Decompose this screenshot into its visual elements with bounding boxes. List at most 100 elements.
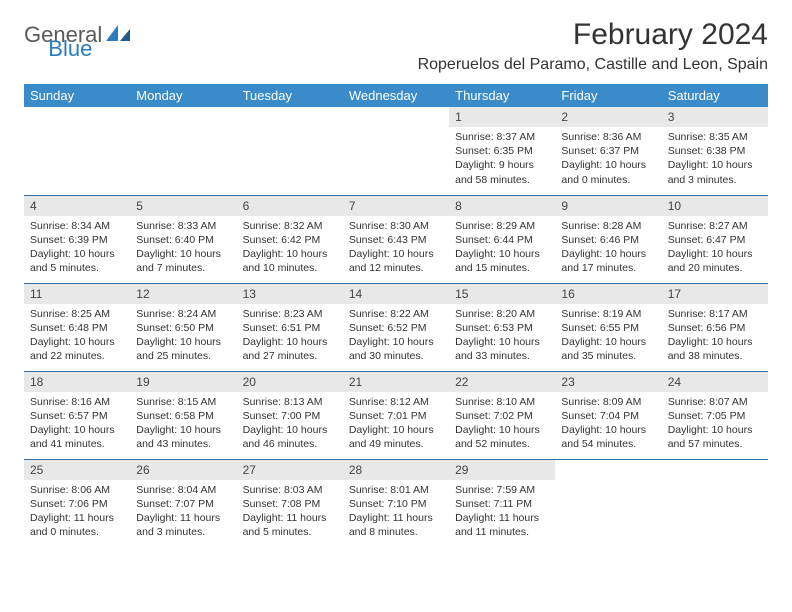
daylight-text: Daylight: 10 hours and 17 minutes. (561, 247, 655, 275)
daylight-text: Daylight: 10 hours and 46 minutes. (243, 423, 337, 451)
sunrise-text: Sunrise: 8:27 AM (668, 219, 762, 233)
sunset-text: Sunset: 7:02 PM (455, 409, 549, 423)
calendar-cell (662, 459, 768, 547)
daylight-text: Daylight: 10 hours and 7 minutes. (136, 247, 230, 275)
day-number: 27 (237, 460, 343, 480)
daylight-text: Daylight: 10 hours and 57 minutes. (668, 423, 762, 451)
sunset-text: Sunset: 6:46 PM (561, 233, 655, 247)
sunset-text: Sunset: 7:06 PM (30, 497, 124, 511)
calendar-cell: 9Sunrise: 8:28 AMSunset: 6:46 PMDaylight… (555, 195, 661, 283)
sunrise-text: Sunrise: 8:29 AM (455, 219, 549, 233)
calendar-cell: 14Sunrise: 8:22 AMSunset: 6:52 PMDayligh… (343, 283, 449, 371)
cell-body: Sunrise: 8:09 AMSunset: 7:04 PMDaylight:… (555, 392, 661, 458)
calendar-week: 18Sunrise: 8:16 AMSunset: 6:57 PMDayligh… (24, 371, 768, 459)
sunset-text: Sunset: 6:43 PM (349, 233, 443, 247)
sunset-text: Sunset: 6:40 PM (136, 233, 230, 247)
sunrise-text: Sunrise: 8:16 AM (30, 395, 124, 409)
day-number: 18 (24, 372, 130, 392)
day-number (130, 107, 236, 127)
calendar-cell: 24 Sunrise: 8:07 AMSunset: 7:05 PMDayligh… (662, 371, 768, 459)
sunrise-text: Sunrise: 8:22 AM (349, 307, 443, 321)
calendar-week: 4Sunrise: 8:34 AMSunset: 6:39 PMDaylight… (24, 195, 768, 283)
calendar-cell: 16Sunrise: 8:19 AMSunset: 6:55 PMDayligh… (555, 283, 661, 371)
sunset-text: Sunset: 6:47 PM (668, 233, 762, 247)
day-number: 19 (130, 372, 236, 392)
calendar-cell: 20Sunrise: 8:13 AMSunset: 7:00 PMDayligh… (237, 371, 343, 459)
sunrise-text: Sunrise: 8:33 AM (136, 219, 230, 233)
sunset-text: Sunset: 6:44 PM (455, 233, 549, 247)
header: General Blue February 2024 (24, 18, 768, 52)
cell-body: Sunrise: 8:22 AMSunset: 6:52 PMDaylight:… (343, 304, 449, 370)
daylight-text: Daylight: 10 hours and 10 minutes. (243, 247, 337, 275)
day-header: Thursday (449, 84, 555, 107)
day-header: Sunday (24, 84, 130, 107)
sunrise-text: Sunrise: 8:28 AM (561, 219, 655, 233)
calendar-cell: 25Sunrise: 8:06 AMSunset: 7:06 PMDayligh… (24, 459, 130, 547)
sunrise-text: Sunrise: 8:06 AM (30, 483, 124, 497)
cell-body: Sunrise: 8:16 AMSunset: 6:57 PMDaylight:… (24, 392, 130, 458)
sunset-text: Sunset: 6:50 PM (136, 321, 230, 335)
calendar-cell: 29Sunrise: 7:59 AMSunset: 7:11 PMDayligh… (449, 459, 555, 547)
day-number: 28 (343, 460, 449, 480)
cell-body: Sunrise: 8:33 AMSunset: 6:40 PMDaylight:… (130, 216, 236, 282)
cell-body: Sunrise: 8:30 AMSunset: 6:43 PMDaylight:… (343, 216, 449, 282)
calendar-cell (555, 459, 661, 547)
cell-body: Sunrise: 8:17 AMSunset: 6:56 PMDaylight:… (662, 304, 768, 370)
cell-body: Sunrise: 8:15 AMSunset: 6:58 PMDaylight:… (130, 392, 236, 458)
location-subtitle: Roperuelos del Paramo, Castille and Leon… (24, 56, 768, 74)
page-title: February 2024 (573, 18, 768, 52)
sunset-text: Sunset: 7:10 PM (349, 497, 443, 511)
daylight-text: Daylight: 10 hours and 20 minutes. (668, 247, 762, 275)
cell-body: Sunrise: 8:03 AMSunset: 7:08 PMDaylight:… (237, 480, 343, 546)
day-number: 3 (662, 107, 768, 127)
cell-body: Sunrise: 8:23 AMSunset: 6:51 PMDaylight:… (237, 304, 343, 370)
daylight-text: Daylight: 10 hours and 0 minutes. (561, 158, 655, 186)
daylight-text: Daylight: 11 hours and 5 minutes. (243, 511, 337, 539)
daylight-text: Daylight: 10 hours and 54 minutes. (561, 423, 655, 451)
daylight-text: Daylight: 10 hours and 12 minutes. (349, 247, 443, 275)
sunrise-text: Sunrise: 8:12 AM (349, 395, 443, 409)
logo-sail-icon (106, 23, 132, 48)
daylight-text: Daylight: 10 hours and 15 minutes. (455, 247, 549, 275)
sunset-text: Sunset: 6:48 PM (30, 321, 124, 335)
sunrise-text: Sunrise: 8:15 AM (136, 395, 230, 409)
sunset-text: Sunset: 6:38 PM (668, 144, 762, 158)
day-number: 1 (449, 107, 555, 127)
day-number (24, 107, 130, 127)
daylight-text: Daylight: 10 hours and 25 minutes. (136, 335, 230, 363)
sunset-text: Sunset: 7:05 PM (668, 409, 762, 423)
day-header: Saturday (662, 84, 768, 107)
day-number: 17 (662, 284, 768, 304)
sunrise-text: Sunrise: 8:04 AM (136, 483, 230, 497)
daylight-text: Daylight: 10 hours and 30 minutes. (349, 335, 443, 363)
calendar-week: 11Sunrise: 8:25 AMSunset: 6:48 PMDayligh… (24, 283, 768, 371)
day-number: 10 (662, 196, 768, 216)
day-number: 20 (237, 372, 343, 392)
sunrise-text: Sunrise: 8:07 AM (668, 395, 762, 409)
sunset-text: Sunset: 6:57 PM (30, 409, 124, 423)
cell-body: Sunrise: 8:19 AMSunset: 6:55 PMDaylight:… (555, 304, 661, 370)
calendar-cell (130, 107, 236, 195)
day-number: 6 (237, 196, 343, 216)
sunrise-text: Sunrise: 8:30 AM (349, 219, 443, 233)
sunset-text: Sunset: 6:42 PM (243, 233, 337, 247)
daylight-text: Daylight: 11 hours and 0 minutes. (30, 511, 124, 539)
cell-body: Sunrise: 8:28 AMSunset: 6:46 PMDaylight:… (555, 216, 661, 282)
sunrise-text: Sunrise: 8:32 AM (243, 219, 337, 233)
daylight-text: Daylight: 10 hours and 43 minutes. (136, 423, 230, 451)
sunset-text: Sunset: 6:37 PM (561, 144, 655, 158)
cell-body: Sunrise: 8:32 AMSunset: 6:42 PMDaylight:… (237, 216, 343, 282)
day-number: 2 (555, 107, 661, 127)
daylight-text: Daylight: 10 hours and 3 minutes. (668, 158, 762, 186)
sunrise-text: Sunrise: 8:10 AM (455, 395, 549, 409)
calendar-cell (237, 107, 343, 195)
day-number: 8 (449, 196, 555, 216)
day-number: 15 (449, 284, 555, 304)
cell-body: Sunrise: 8:35 AMSunset: 6:38 PMDaylight:… (662, 127, 768, 193)
calendar-cell: 12Sunrise: 8:24 AMSunset: 6:50 PMDayligh… (130, 283, 236, 371)
day-number: 24 (662, 372, 768, 392)
calendar-cell: 15Sunrise: 8:20 AMSunset: 6:53 PMDayligh… (449, 283, 555, 371)
sunrise-text: Sunrise: 8:09 AM (561, 395, 655, 409)
cell-body: Sunrise: 8:36 AMSunset: 6:37 PMDaylight:… (555, 127, 661, 193)
calendar-week: 1Sunrise: 8:37 AMSunset: 6:35 PMDaylight… (24, 107, 768, 195)
